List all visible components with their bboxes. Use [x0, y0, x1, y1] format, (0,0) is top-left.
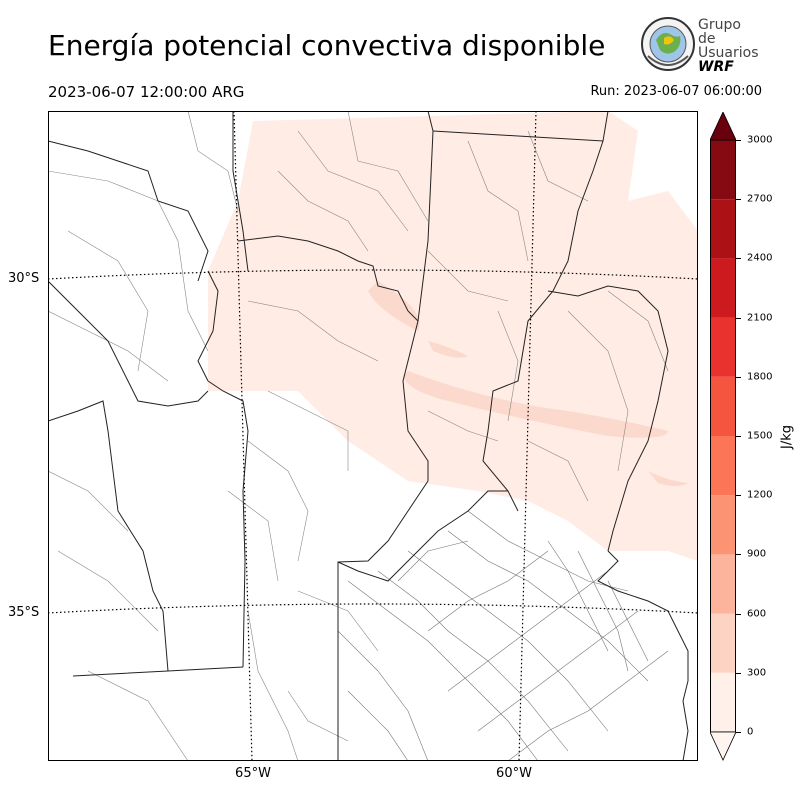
- colorbar-bin: [710, 495, 736, 555]
- graticule: [48, 111, 698, 761]
- colorbar-tick-mark: [736, 672, 741, 674]
- colorbar-bin: [710, 140, 736, 200]
- colorbar-tick-mark: [736, 554, 741, 556]
- colorbar-tick-mark: [736, 376, 741, 378]
- parallel-35s: [48, 603, 698, 614]
- lon-label-65w: 65°W: [235, 766, 271, 781]
- colorbar-tick-mark: [736, 199, 741, 201]
- map-frame: [48, 111, 698, 761]
- colorbar-tick-mark: [736, 613, 741, 615]
- colorbar-bin: [710, 376, 736, 436]
- run-time: Run: 2023-06-07 06:00:00: [590, 84, 762, 99]
- logo-line-2: Usuarios: [698, 45, 759, 61]
- colorbar-tick-label: 600: [747, 608, 767, 620]
- cape-stripes: [368, 281, 688, 486]
- valid-time: 2023-06-07 12:00:00 ARG: [48, 83, 245, 101]
- colorbar-tick-label: 2100: [747, 312, 773, 324]
- colorbar-tick-label: 1200: [747, 489, 773, 501]
- chart-title: Energía potencial convectiva disponible: [48, 29, 606, 62]
- colorbar-tick-label: 300: [747, 667, 767, 679]
- colorbar-bin: [710, 317, 736, 377]
- buenos-aires-partidos: [337, 510, 669, 761]
- colorbar-unit: J/kg: [779, 425, 795, 449]
- colorbar-tick-label: 900: [747, 548, 767, 560]
- colorbar: [710, 112, 736, 761]
- colorbar-bin: [710, 436, 736, 496]
- colorbar-tick-mark: [736, 732, 741, 733]
- grupo-usuarios-wrf-logo: Grupo de Usuarios WRF: [640, 16, 760, 75]
- logo-line-1: Grupo de: [698, 17, 741, 47]
- colorbar-bin: [710, 672, 736, 732]
- parallel-30s: [48, 269, 698, 280]
- colorbar-tick-label: 1500: [747, 430, 773, 442]
- colorbar-bin: [710, 199, 736, 259]
- colorbar-tick-label: 0: [747, 726, 754, 738]
- colorbar-tick-mark: [736, 258, 741, 260]
- colorbar-tick-label: 1800: [747, 371, 773, 383]
- colorbar-tick-mark: [736, 436, 741, 437]
- colorbar-extend-max: [710, 112, 736, 141]
- lon-label-60w: 60°W: [496, 766, 532, 781]
- lat-label-35s: 35°S: [8, 605, 40, 620]
- colorbar-tick-mark: [736, 495, 741, 497]
- meridian-60w: [518, 111, 537, 761]
- colorbar-tick-label: 2400: [747, 252, 773, 264]
- logo-line-3: WRF: [698, 59, 734, 75]
- colorbar-bin: [710, 613, 736, 673]
- colorbar-tick-mark: [736, 317, 741, 319]
- department-boundaries: [48, 111, 669, 761]
- colorbar-tick-mark: [736, 140, 741, 141]
- colorbar-tick-label: 3000: [747, 134, 773, 146]
- province-boundaries: [48, 111, 669, 761]
- globe-seal-icon: [641, 17, 695, 71]
- cape-map: [48, 111, 698, 761]
- colorbar-extend-min: [710, 731, 736, 761]
- lat-label-30s: 30°S: [8, 271, 40, 286]
- meridian-65w: [233, 111, 253, 761]
- coastline: [597, 550, 689, 761]
- colorbar-bin: [710, 554, 736, 614]
- colorbar-tick-label: 2700: [747, 193, 773, 205]
- colorbar-bin: [710, 258, 736, 318]
